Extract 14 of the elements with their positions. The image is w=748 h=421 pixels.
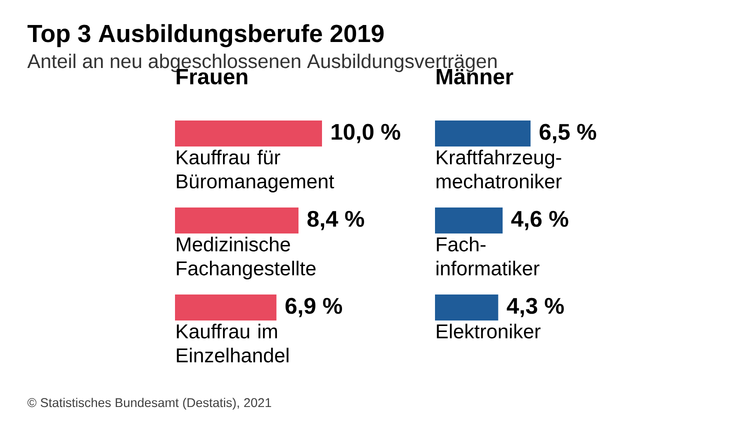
y-tick-label: Kauffrau für Büromanagement [176, 150, 334, 192]
y-tick-label: Fach-informatiker [436, 236, 540, 276]
y-tick-label: Kauffrau im Einzelhandel [176, 324, 288, 362]
data-label: 6,9 % [286, 298, 342, 318]
y-tick-label: Kraftfahrzeug-mechatroniker [436, 150, 562, 188]
data-label: 4,6 % [511, 210, 568, 230]
data-label: 4,3 % [506, 298, 564, 318]
y-tick-label: Elektroniker [436, 324, 541, 338]
data-label: 6,5 % [540, 124, 596, 144]
text: © Statistisches Bundesamt (Destatis), 2021 [27, 398, 272, 410]
text: Top 3 Ausbildungsberufe 2019 [28, 24, 384, 48]
y-tick-label: Medizinische Fachangestellte [176, 236, 316, 280]
data-label: 8,4 % [307, 210, 364, 230]
data-label: 10,0 % [332, 124, 400, 144]
